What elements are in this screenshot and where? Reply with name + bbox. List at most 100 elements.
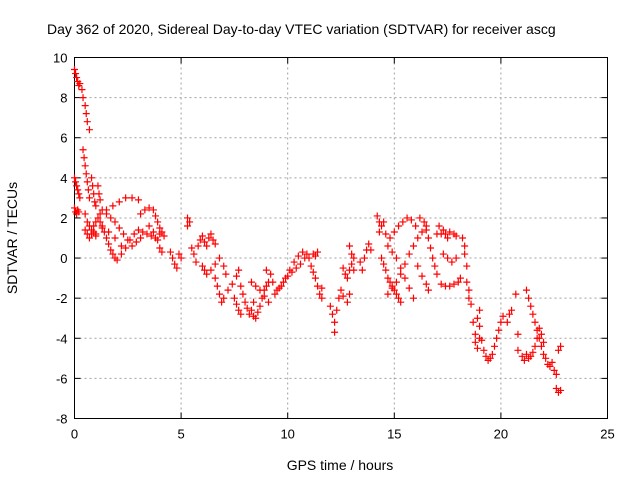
data-point: [537, 342, 545, 350]
data-point: [256, 286, 264, 294]
data-point: [192, 258, 200, 266]
data-point: [145, 222, 153, 230]
data-point: [203, 270, 211, 278]
data-point: [341, 270, 349, 278]
data-point: [427, 244, 435, 252]
data-point: [527, 352, 535, 360]
data-point: [79, 94, 87, 102]
data-point: [337, 286, 345, 294]
data-point: [209, 236, 217, 244]
data-point: [348, 260, 356, 268]
data-point: [409, 242, 417, 250]
data-point: [84, 186, 92, 194]
data-point: [309, 250, 317, 258]
data-point: [117, 250, 125, 258]
data-point: [126, 236, 134, 244]
data-point: [134, 196, 142, 204]
data-point: [454, 278, 462, 286]
data-point: [465, 294, 473, 302]
data-point: [81, 210, 89, 218]
data-point: [96, 218, 104, 226]
data-point: [117, 242, 125, 250]
data-point: [392, 254, 400, 262]
data-point: [194, 242, 202, 250]
data-point: [81, 226, 89, 234]
data-point: [88, 174, 96, 182]
data-point: [115, 198, 123, 206]
data-point: [141, 206, 149, 214]
data-point: [473, 314, 481, 322]
data-point: [529, 348, 537, 356]
data-point: [71, 66, 78, 74]
data-point: [540, 350, 548, 358]
data-point: [102, 234, 110, 242]
data-point: [303, 250, 311, 258]
data-point: [220, 294, 228, 302]
data-point: [196, 236, 204, 244]
data-point: [390, 228, 398, 236]
data-point: [83, 178, 91, 186]
data-point: [527, 302, 535, 310]
data-point: [130, 230, 138, 238]
data-point: [542, 354, 550, 362]
data-point: [339, 264, 347, 272]
data-point: [222, 270, 230, 278]
y-tick-label: -6: [56, 371, 68, 386]
data-point: [72, 70, 80, 78]
y-axis-label: SDTVAR / TECUs: [4, 182, 20, 294]
data-point: [463, 278, 471, 286]
x-axis-label: GPS time / hours: [287, 457, 394, 473]
tick-labels: 0 5 10 15 20 25 -8 -6 -4 -2 0 2 4 6 8 10: [53, 51, 615, 442]
data-point: [128, 194, 136, 202]
data-point: [275, 284, 283, 292]
data-point: [254, 308, 262, 316]
data-point: [467, 300, 475, 308]
data-point: [95, 190, 103, 198]
data-point: [211, 240, 219, 248]
data-point: [292, 264, 300, 272]
data-point: [382, 266, 390, 274]
data-point: [147, 232, 155, 240]
data-point: [399, 218, 407, 226]
data-point: [111, 218, 119, 226]
data-point: [452, 232, 460, 240]
data-point: [514, 346, 522, 354]
data-point: [488, 350, 496, 358]
y-tick-label: -8: [56, 412, 68, 427]
data-point: [169, 254, 177, 262]
data-point: [149, 206, 157, 214]
data-point: [444, 254, 452, 262]
data-point: [107, 246, 115, 254]
data-point: [235, 306, 243, 314]
data-point: [301, 254, 309, 262]
y-tick-label: -2: [56, 291, 68, 306]
data-point: [439, 250, 447, 258]
data-point: [262, 266, 270, 274]
data-point: [503, 318, 511, 326]
data-point: [414, 262, 422, 270]
data-point: [557, 386, 565, 394]
data-point: [420, 218, 428, 226]
data-point: [405, 250, 413, 258]
data-point: [115, 224, 123, 232]
data-point: [343, 274, 351, 282]
data-point: [497, 318, 505, 326]
data-point: [531, 318, 539, 326]
x-tick-label: 10: [280, 427, 294, 442]
data-point: [331, 318, 339, 326]
data-point: [339, 292, 347, 300]
data-point: [397, 270, 405, 278]
data-point: [203, 242, 211, 250]
chart-title: Day 362 of 2020, Sidereal Day-to-day VTE…: [47, 21, 556, 37]
data-point: [495, 326, 503, 334]
data-point: [384, 242, 392, 250]
data-point: [252, 282, 260, 290]
data-point: [158, 228, 166, 236]
y-tick-label: -4: [56, 331, 68, 346]
data-point: [392, 290, 400, 298]
data-point: [201, 266, 209, 274]
data-point: [514, 330, 522, 338]
data-point: [156, 224, 164, 232]
data-point: [346, 290, 354, 298]
